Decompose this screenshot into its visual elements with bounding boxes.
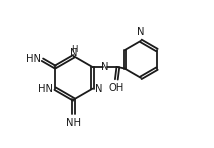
Text: N: N <box>137 27 145 37</box>
Text: N: N <box>95 84 103 94</box>
Text: H: H <box>71 45 77 54</box>
Text: HN: HN <box>25 54 41 64</box>
Text: NH: NH <box>66 118 81 128</box>
Text: HN: HN <box>38 84 53 94</box>
Text: N: N <box>101 62 109 72</box>
Text: OH: OH <box>108 83 124 93</box>
Text: N: N <box>70 48 77 58</box>
